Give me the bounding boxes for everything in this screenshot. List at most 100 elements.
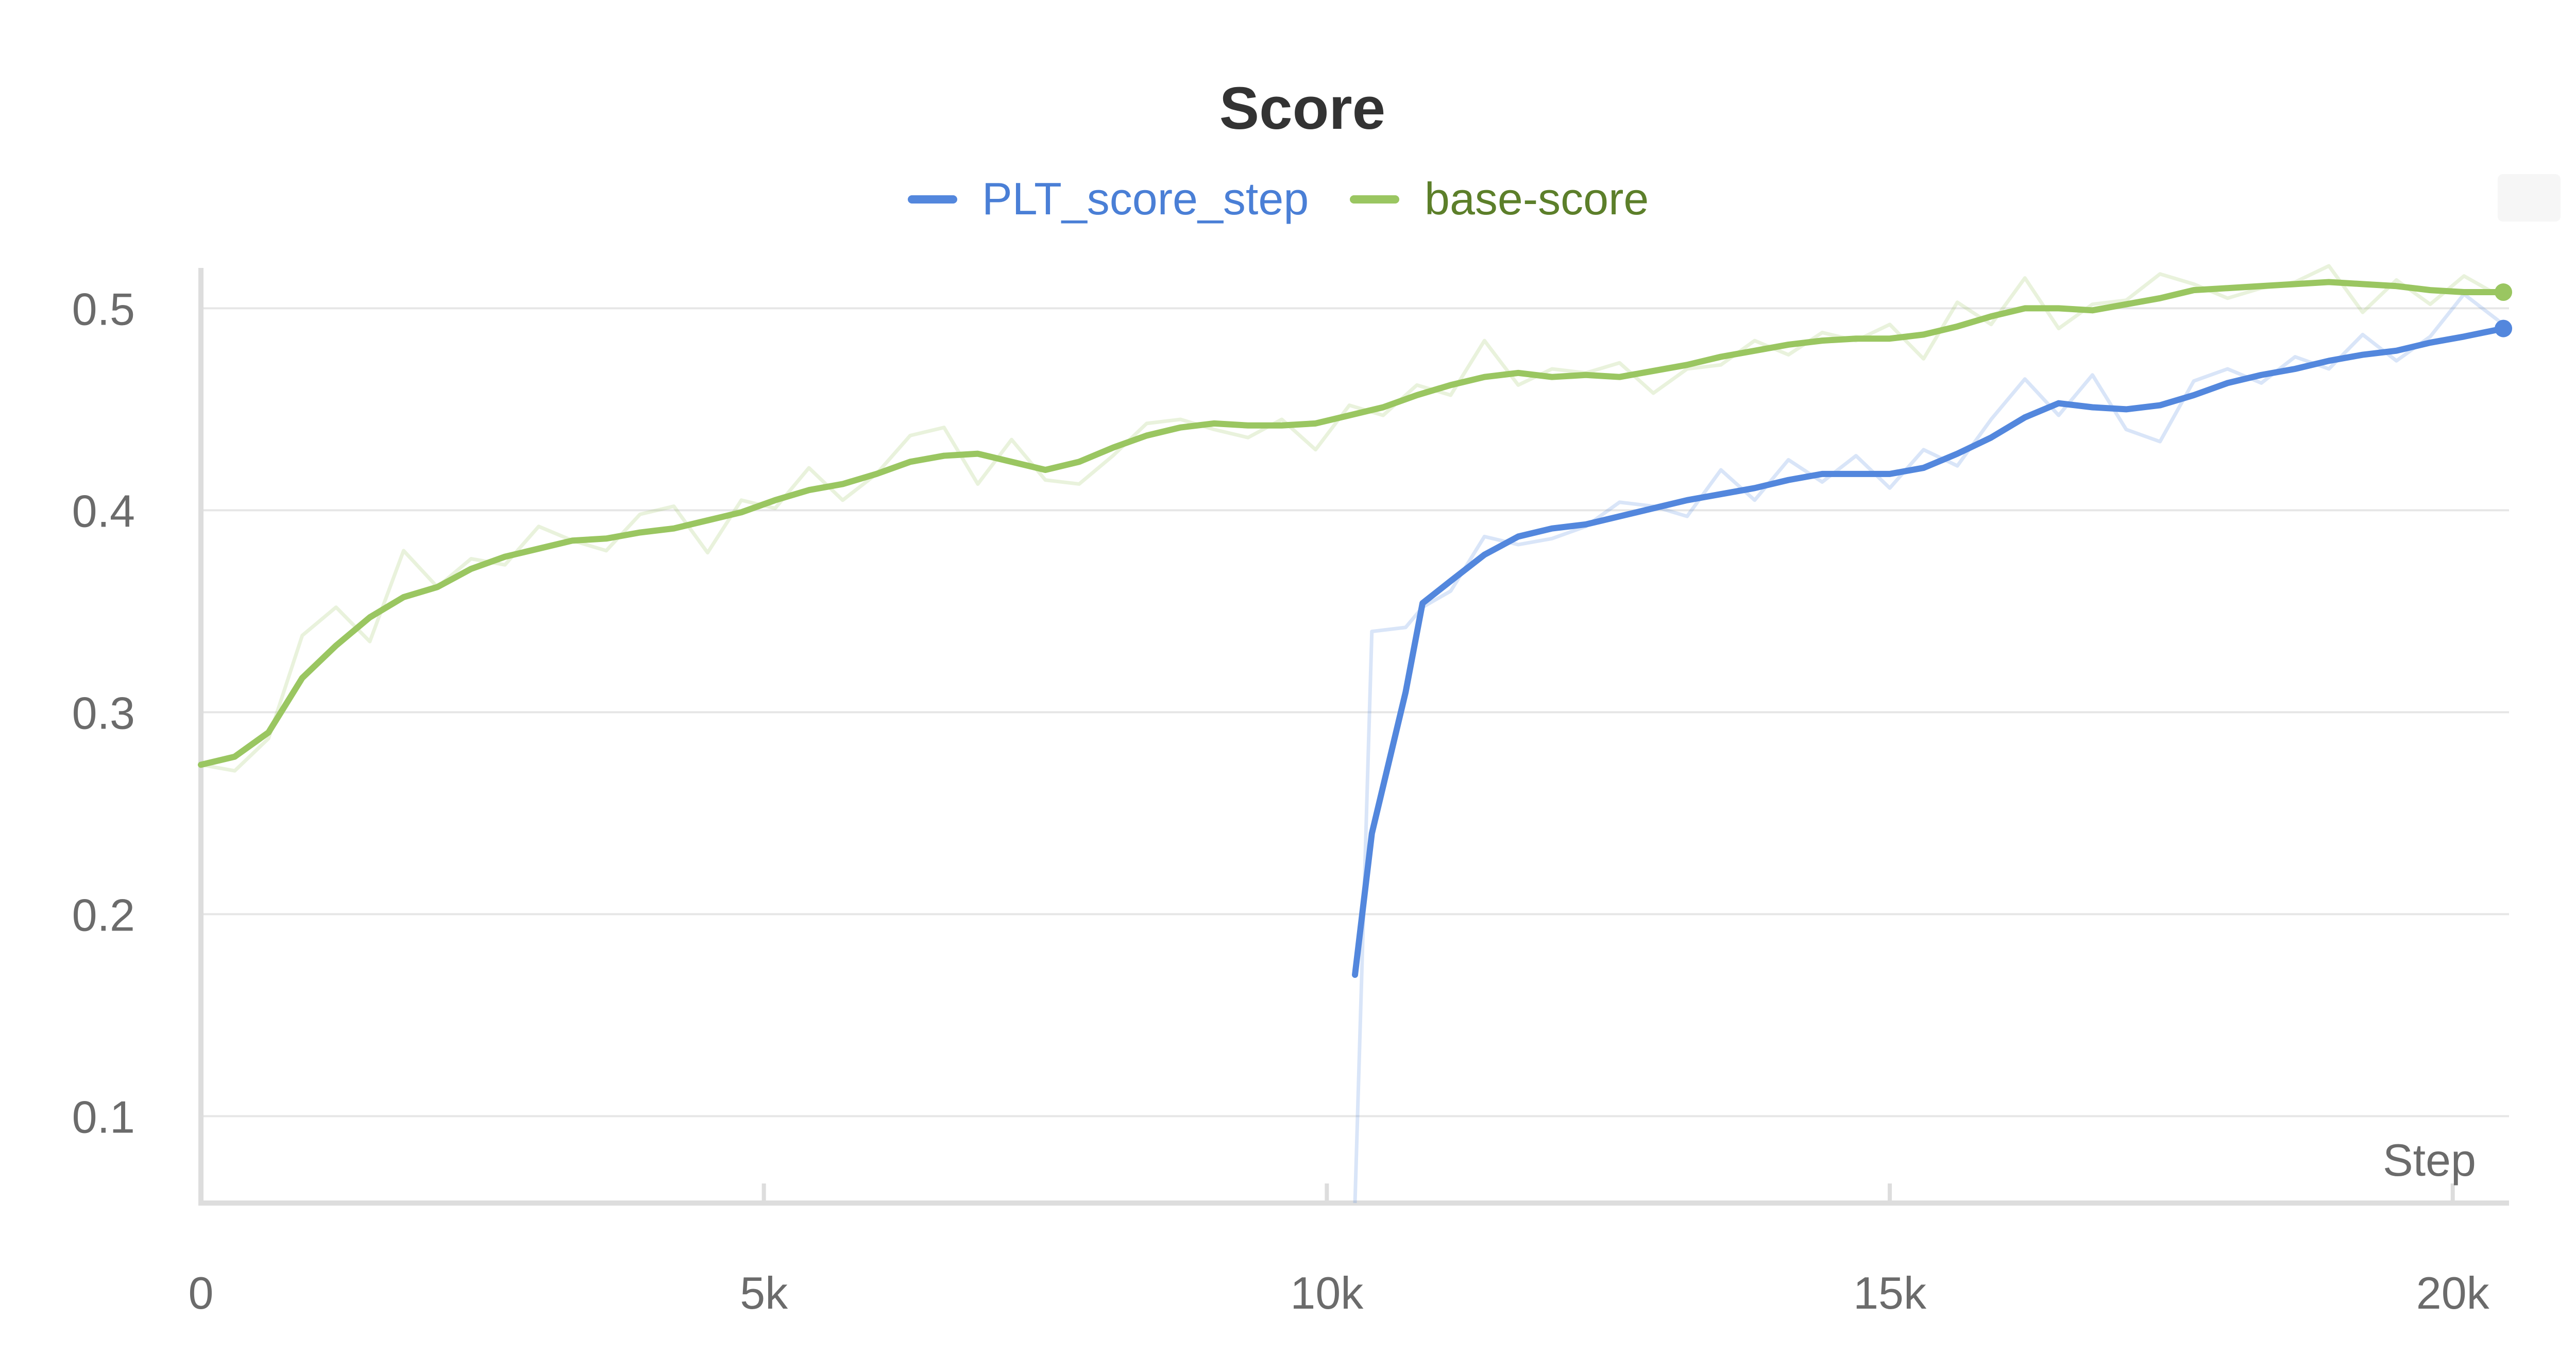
data-point-plt-score-step: [1484, 554, 1485, 555]
data-point-base-score: [1315, 423, 1316, 424]
data-point-base-score: [741, 512, 742, 513]
panel-corner-handle[interactable]: [2498, 174, 2561, 222]
data-point-base-score: [2092, 310, 2093, 311]
data-point-base-score: [1349, 415, 1350, 416]
data-point-plt-score-step: [1450, 581, 1451, 582]
data-point-plt-score-step: [2464, 336, 2465, 337]
legend: PLT_score_step base-score: [908, 173, 1649, 224]
data-point-base-score: [2261, 285, 2262, 286]
legend-item-plt-score-step[interactable]: PLT_score_step: [908, 173, 1309, 224]
data-point-base-score: [2193, 290, 2194, 291]
data-point-base-score: [910, 461, 911, 462]
data-point-base-score: [1045, 469, 1046, 470]
x-tick-label: 20k: [2416, 1267, 2490, 1318]
data-point-base-score: [1788, 344, 1789, 345]
x-tick-label: 0: [189, 1267, 214, 1318]
data-point-base-score: [538, 548, 539, 549]
data-point-base-score: [1822, 340, 1823, 341]
data-point-base-score: [1889, 338, 1890, 339]
legend-label-plt-score-step: PLT_score_step: [982, 173, 1309, 224]
data-point-base-score: [1112, 447, 1113, 448]
data-point-plt-score-step: [2092, 407, 2093, 408]
x-axis-label: Step: [2383, 1135, 2476, 1186]
data-point-plt-score-step: [2328, 360, 2329, 361]
data-point-base-score: [2160, 298, 2161, 299]
data-point-base-score: [2464, 292, 2465, 293]
data-point-base-score: [707, 520, 708, 521]
tick-labels: 0.1 0.2 0.3 0.4 0.5 0 5k 10k 15k 20k: [72, 283, 2490, 1318]
data-point-base-score: [1247, 425, 1248, 426]
data-point-base-score: [876, 473, 877, 475]
data-point-plt-score-step: [1585, 524, 1586, 525]
data-point-base-score: [639, 532, 640, 533]
data-point-base-score: [1214, 423, 1215, 424]
data-point-base-score: [1720, 356, 1721, 357]
data-point-base-score: [234, 756, 235, 757]
data-point-plt-score-step: [1354, 974, 1355, 975]
y-tick-label: 0.5: [72, 283, 135, 334]
data-point-plt-score-step: [1619, 516, 1620, 517]
data-point-base-score: [1923, 334, 1924, 335]
data-point-plt-score-step: [1720, 494, 1721, 495]
x-tick-label: 15k: [1853, 1267, 1927, 1318]
data-point-base-score: [2396, 285, 2397, 286]
x-tick-label: 10k: [1290, 1267, 1364, 1318]
data-point-plt-score-step: [1371, 833, 1372, 834]
end-marker-base-score: [2495, 283, 2513, 301]
data-point-plt-score-step: [1923, 467, 1924, 468]
axes: [198, 268, 2509, 1206]
data-point-base-score: [2058, 308, 2059, 309]
data-point-plt-score-step: [2058, 403, 2059, 404]
x-tick-label: 5k: [740, 1267, 788, 1318]
data-point-plt-score-step: [1855, 473, 1856, 475]
data-point-base-score: [1518, 373, 1519, 374]
end-marker-plt-score-step: [2495, 319, 2513, 337]
data-point-base-score: [1383, 407, 1384, 408]
data-point-base-score: [1416, 395, 1417, 396]
data-point-plt-score-step: [1788, 480, 1789, 481]
data-point-base-score: [1754, 350, 1755, 351]
data-point-plt-score-step: [2160, 405, 2161, 406]
data-point-plt-score-step: [1957, 453, 1958, 454]
y-tick-label: 0.3: [72, 687, 135, 738]
data-point-base-score: [1619, 377, 1620, 378]
data-point-plt-score-step: [1422, 603, 1423, 604]
y-tick-label: 0.1: [72, 1091, 135, 1142]
data-point-base-score: [1281, 425, 1282, 426]
data-point-base-score: [470, 568, 471, 569]
data-point-base-score: [1585, 375, 1586, 376]
data-point-base-score: [1146, 435, 1147, 436]
data-point-plt-score-step: [2024, 417, 2025, 418]
data-point-base-score: [775, 500, 776, 501]
data-point-base-score: [302, 678, 303, 679]
data-point-base-score: [606, 538, 607, 539]
series-layer: [198, 264, 2513, 1204]
grid-lines: [201, 307, 2509, 1118]
data-point-plt-score-step: [1653, 507, 1654, 509]
data-point-base-score: [1551, 377, 1552, 378]
data-point-plt-score-step: [2396, 350, 2397, 351]
data-point-base-score: [1450, 384, 1451, 385]
data-point-base-score: [842, 483, 843, 484]
data-point-base-score: [335, 645, 336, 646]
data-point-plt-score-step: [2362, 354, 2363, 356]
data-point-base-score: [1991, 316, 1992, 317]
data-point-plt-score-step: [1822, 473, 1823, 475]
data-point-base-score: [437, 586, 438, 587]
data-point-base-score: [1011, 461, 1012, 462]
smoothed-line-plt-score-step: [1352, 325, 2507, 978]
data-point-plt-score-step: [1889, 473, 1890, 475]
data-point-base-score: [403, 597, 404, 598]
legend-item-base-score[interactable]: base-score: [1350, 173, 1649, 224]
smoothed-line-base-score: [198, 279, 2507, 768]
data-point-plt-score-step: [2430, 342, 2431, 343]
data-point-base-score: [200, 764, 201, 765]
chart-title: Score: [1219, 75, 1385, 142]
data-point-base-score: [2362, 283, 2363, 284]
data-point-base-score: [2430, 290, 2431, 291]
data-point-base-score: [268, 732, 269, 733]
data-point-base-score: [977, 453, 978, 454]
